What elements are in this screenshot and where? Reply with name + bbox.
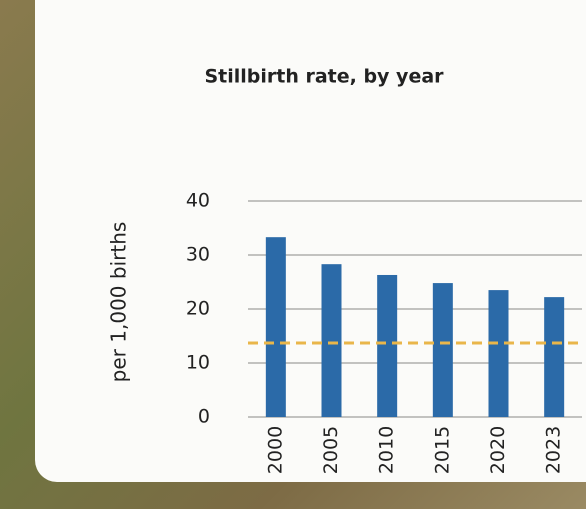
- y-tick-label: 40: [186, 190, 210, 212]
- y-tick-label: 0: [198, 406, 210, 428]
- y-tick-label: 20: [186, 298, 210, 320]
- bar: [321, 264, 342, 417]
- bar: [265, 237, 286, 417]
- y-tick-label: 30: [186, 244, 210, 266]
- x-tick-label: 2005: [320, 426, 342, 474]
- y-axis-label: per 1,000 births: [107, 222, 131, 383]
- bar: [544, 297, 565, 417]
- y-tick-label: 10: [186, 352, 210, 374]
- x-tick-label: 2023: [543, 426, 565, 474]
- bar: [432, 283, 453, 417]
- x-tick-label: 2000: [264, 426, 286, 474]
- x-tick-label: 2010: [376, 426, 398, 474]
- x-tick-label: 2015: [431, 426, 453, 474]
- x-tick-label: 2020: [487, 426, 509, 474]
- chart-title: Stillbirth rate, by year: [204, 66, 444, 88]
- bar: [377, 274, 398, 417]
- bar: [488, 290, 509, 417]
